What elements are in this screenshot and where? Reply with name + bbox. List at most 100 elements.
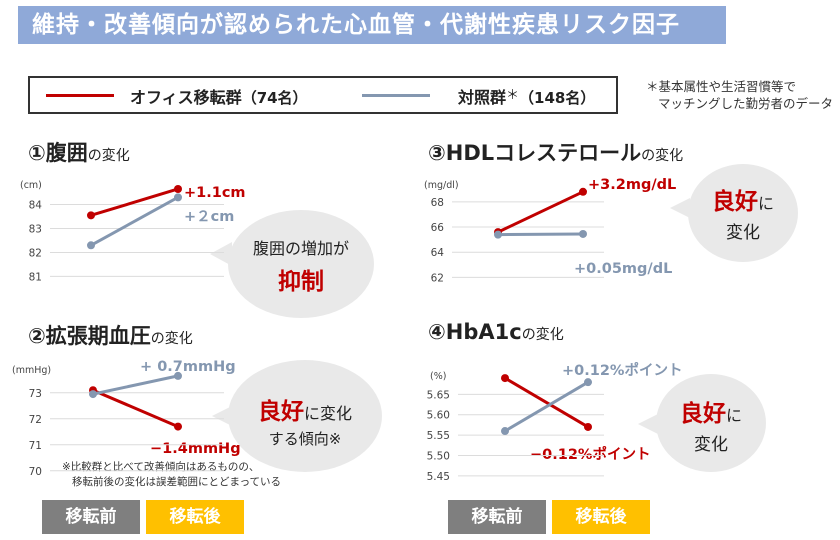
hdl-ytick-label: 66 <box>431 222 445 234</box>
hdl-name: HDLコレステロール <box>445 141 642 165</box>
hba1c-point-control-before <box>501 427 509 436</box>
waist-office-delta: +1.1cm <box>184 185 246 201</box>
hba1c-bubble-tail <box>638 414 658 434</box>
waist-suffix: の変化 <box>87 148 130 164</box>
hdl-office-delta: +3.2mg/dL <box>588 177 677 193</box>
waist-point-control-after <box>174 193 182 202</box>
dbp-point-control-before <box>89 390 97 399</box>
hba1c-control-delta: +0.12%ポイント <box>562 363 683 379</box>
dbp-bubble: 良好に変化 する傾向※ <box>212 360 382 472</box>
waist-series-line-office <box>90 187 179 217</box>
waist-bubble-tail <box>210 242 232 266</box>
legend-office-line <box>46 94 114 97</box>
dbp-panel-title: ②拡張期血圧の変化 <box>28 320 193 350</box>
right-before-label: 移転前 <box>448 500 546 534</box>
legend-office-label: オフィス移転群 <box>130 88 242 107</box>
legend-control-line <box>362 94 430 97</box>
dbp-bubble-line1: 良好 <box>257 399 304 425</box>
waist-ytick-label: 81 <box>29 271 42 283</box>
hba1c-panel-title: ④HbA1cの変化 <box>428 320 564 344</box>
hba1c-suffix: の変化 <box>521 327 564 343</box>
left-after-label: 移転後 <box>146 500 244 534</box>
dbp-ytick-label: 72 <box>29 414 42 426</box>
dbp-unit: (mmHg) <box>12 365 52 376</box>
hdl-ytick-label: 68 <box>431 197 444 209</box>
hdl-bubble-line1b: に <box>757 194 774 213</box>
hba1c-ytick-label: 5.55 <box>427 430 450 442</box>
hdl-series-line-office <box>497 190 584 234</box>
hdl-num: ③ <box>428 141 446 165</box>
footnote-line1: ＊基本属性や生活習慣等で <box>646 79 797 94</box>
dbp-series-line-control <box>92 374 179 396</box>
dbp-point-control-after <box>174 371 182 380</box>
dbp-num: ② <box>28 324 46 348</box>
hba1c-ytick-label: 5.45 <box>427 471 450 483</box>
hba1c-bubble-line2: 変化 <box>694 435 728 455</box>
page-title: 維持・改善傾向が認められた心血管・代謝性疾患リスク因子 <box>18 6 726 44</box>
legend-control-label: 対照群 <box>458 88 507 107</box>
hdl-point-control-before <box>494 230 502 239</box>
hdl-bubble-tail <box>670 198 690 218</box>
waist-point-office-before <box>87 211 95 220</box>
hba1c-series-line-control <box>504 380 589 433</box>
left-before-label: 移転前 <box>42 500 140 534</box>
hdl-bubble: 良好に 変化 <box>670 164 798 262</box>
legend-control-mark: ＊ <box>506 88 520 103</box>
waist-point-office-after <box>174 184 182 193</box>
dbp-note-line1: ※比較群と比べて改善傾向はあるものの、 <box>62 461 260 473</box>
dbp-control-delta: + 0.7mmHg <box>140 359 236 375</box>
hba1c-bubble-line1b: に <box>725 406 742 425</box>
waist-ytick-label: 83 <box>29 224 42 236</box>
hba1c-point-office-before <box>501 374 509 383</box>
legend: オフィス移転群（74名） 対照群＊（148名） <box>28 76 618 114</box>
waist-panel-title: ①腹囲の変化 <box>28 137 130 167</box>
hba1c-unit: (%) <box>430 371 447 382</box>
hba1c-ytick-label: 5.50 <box>427 450 450 462</box>
hba1c-bubble-line1: 良好 <box>679 401 726 427</box>
footnote: ＊基本属性や生活習慣等で マッチングした勤労者のデータ <box>646 78 833 112</box>
hba1c-num: ④ <box>428 320 446 344</box>
legend-office: オフィス移転群（74名） <box>130 84 308 108</box>
hdl-series-line-control <box>497 232 584 237</box>
waist-bubble-line2: 抑制 <box>278 269 324 295</box>
dbp-ytick-label: 71 <box>29 440 42 452</box>
hba1c-bubble: 良好に 変化 <box>638 374 766 472</box>
hdl-bubble-line1: 良好 <box>711 189 758 215</box>
hba1c-point-office-after <box>584 422 592 431</box>
hdl-suffix: の変化 <box>641 148 684 164</box>
hdl-bubble-line2: 変化 <box>726 223 760 243</box>
hdl-control-delta: +0.05mg/dL <box>574 261 673 277</box>
hdl-unit: (mg/dl) <box>424 180 459 191</box>
hdl-panel-title: ③HDLコレステロールの変化 <box>428 137 683 167</box>
dbp-suffix: の変化 <box>150 331 193 347</box>
dbp-point-office-after <box>174 422 182 431</box>
waist-num: ① <box>28 141 46 165</box>
waist-ytick-label: 84 <box>29 200 43 212</box>
hba1c-name: HbA1c <box>445 320 522 344</box>
waist-unit: (cm) <box>20 180 42 191</box>
dbp-ytick-label: 70 <box>29 466 42 478</box>
hdl-point-office-after <box>579 187 587 196</box>
hdl-ytick-label: 62 <box>431 272 444 284</box>
legend-control: 対照群＊（148名） <box>458 84 595 108</box>
dbp-ytick-label: 73 <box>29 388 42 400</box>
waist-control-delta: +２cm <box>184 209 235 225</box>
legend-office-n: （74名） <box>241 89 308 107</box>
waist-ytick-label: 82 <box>29 247 42 259</box>
legend-control-n: （148名） <box>519 89 596 107</box>
waist-name: 腹囲 <box>45 141 88 165</box>
footnote-line2: マッチングした勤労者のデータ <box>658 96 834 111</box>
dbp-note-line2: 移転前後の変化は誤差範囲にとどまっている <box>72 476 282 488</box>
dbp-bubble-line1b: に変化 <box>303 404 352 423</box>
right-after-label: 移転後 <box>552 500 650 534</box>
hba1c-point-control-after <box>584 378 592 387</box>
waist-series-line-control <box>90 196 179 247</box>
hdl-ytick-label: 64 <box>431 247 445 259</box>
hba1c-ytick-label: 5.60 <box>427 410 450 422</box>
waist-bubble-line1: 腹囲の増加が <box>252 239 349 258</box>
hba1c-series-line-office <box>504 376 589 429</box>
dbp-bubble-line2: する傾向※ <box>268 430 342 448</box>
hba1c-ytick-label: 5.65 <box>427 389 450 401</box>
waist-point-control-before <box>87 241 95 250</box>
